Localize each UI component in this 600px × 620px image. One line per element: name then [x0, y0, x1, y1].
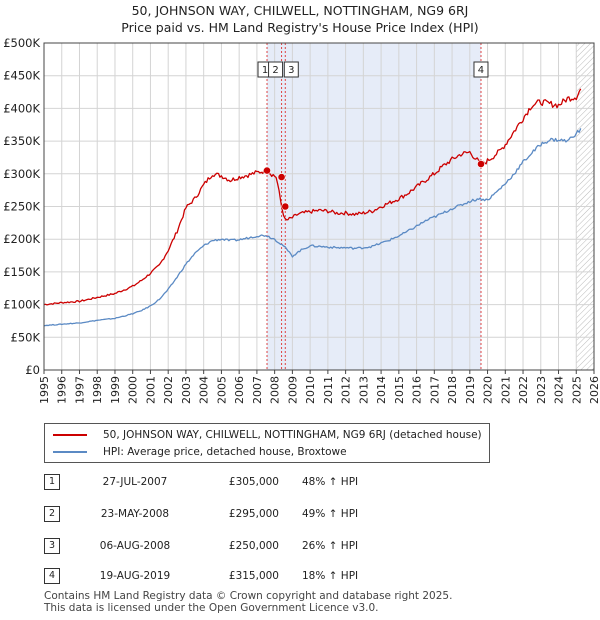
y-tick-label: £500K	[3, 36, 40, 50]
sale-row: 4 19-AUG-2019 £315,000 18% ↑ HPI	[44, 566, 464, 586]
x-tick-label: 2016	[411, 376, 424, 404]
sale-row: 3 06-AUG-2008 £250,000 26% ↑ HPI	[44, 536, 464, 556]
x-tick-label: 2014	[375, 376, 388, 404]
sale-marker-badge-label: 4	[478, 65, 484, 76]
footer-licence: This data is licensed under the Open Gov…	[44, 602, 379, 614]
x-tick-label: 2004	[198, 376, 211, 404]
y-tick-label: £450K	[3, 69, 40, 83]
x-tick-label: 2017	[428, 376, 441, 404]
x-tick-label: 2001	[144, 376, 157, 404]
sale-hpi-change: 49% ↑ HPI	[302, 508, 359, 520]
sale-point	[263, 166, 271, 175]
sale-point	[477, 160, 485, 168]
y-tick-label: £400K	[3, 101, 40, 115]
x-tick-label: 2010	[304, 376, 317, 404]
series-line-property	[43, 88, 582, 306]
sale-price: £295,000	[228, 508, 279, 520]
sale-point	[277, 173, 286, 181]
footer-copyright: Contains HM Land Registry data © Crown c…	[44, 590, 453, 602]
sale-price: £305,000	[228, 476, 279, 488]
x-tick-label: 1995	[38, 376, 51, 404]
legend-swatch-property	[53, 434, 87, 436]
x-tick-label: 2002	[162, 376, 175, 404]
x-tick-label: 1997	[73, 376, 86, 404]
sale-number-badge: 2	[44, 506, 60, 522]
plot-frame	[43, 42, 595, 371]
y-tick-label: £300K	[3, 167, 40, 181]
y-tick-label: £250K	[3, 200, 40, 214]
legend-label-property: 50, JOHNSON WAY, CHILWELL, NOTTINGHAM, N…	[103, 429, 482, 441]
sale-hpi-change: 18% ↑ HPI	[302, 570, 359, 582]
sale-marker-badge	[268, 61, 284, 78]
title-subtitle: Price paid vs. HM Land Registry's House …	[121, 20, 479, 35]
sale-number-badge: 4	[44, 568, 60, 584]
legend-swatch-hpi	[53, 451, 87, 453]
sale-marker-badge-label: 1	[262, 65, 268, 76]
chart-title: 50, JOHNSON WAY, CHILWELL, NOTTINGHAM, N…	[0, 2, 600, 36]
y-tick-label: £0	[25, 363, 40, 377]
series-layer	[43, 88, 582, 327]
sale-date: 27-JUL-2007	[102, 476, 168, 488]
sale-marker-badge-label: 3	[288, 65, 294, 76]
legend: 50, JOHNSON WAY, CHILWELL, NOTTINGHAM, N…	[44, 423, 490, 463]
sale-marker-badge	[283, 61, 299, 78]
sale-price: £315,000	[228, 570, 279, 582]
sale-marker-badge-label: 2	[272, 65, 278, 76]
x-tick-label: 2012	[340, 376, 353, 404]
x-tick-label: 2007	[251, 376, 264, 404]
y-tick-label: £50K	[11, 330, 41, 344]
x-tick-label: 2024	[553, 376, 566, 404]
x-tick-label: 2003	[180, 376, 193, 404]
sale-row: 2 23-MAY-2008 £295,000 49% ↑ HPI	[44, 504, 464, 524]
sale-number-badge: 3	[44, 538, 60, 554]
sale-point	[281, 202, 290, 211]
x-tick-label: 2009	[286, 376, 299, 404]
sale-hpi-change: 48% ↑ HPI	[302, 476, 359, 488]
legend-label-hpi: HPI: Average price, detached house, Brox…	[103, 446, 347, 458]
sale-row: 1 27-JUL-2007 £305,000 48% ↑ HPI	[44, 472, 464, 492]
x-tick-label: 2020	[482, 376, 495, 404]
x-tick-label: 2005	[215, 376, 228, 404]
x-tick-label: 2022	[517, 376, 530, 404]
y-tick-label: £200K	[3, 232, 40, 246]
sale-points-layer	[263, 160, 485, 211]
x-tick-label: 2006	[233, 376, 246, 404]
sale-date: 06-AUG-2008	[99, 540, 171, 552]
x-tick-label: 2019	[464, 376, 477, 404]
sale-date: 23-MAY-2008	[100, 508, 170, 520]
axes-layer: £0 £50K £100K £150K £200K £250K £300K £350K £400…	[3, 36, 600, 404]
footer-attribution: Contains HM Land Registry data © Crown c…	[44, 590, 452, 614]
legend-item-hpi: HPI: Average price, detached house, Brox…	[53, 444, 347, 460]
x-tick-label: 2011	[322, 376, 335, 404]
y-tick-label: £350K	[3, 134, 40, 148]
x-tick-label: 1996	[56, 376, 69, 404]
x-tick-label: 1999	[109, 376, 122, 404]
x-tick-label: 2026	[588, 376, 600, 404]
sale-number-badge: 1	[44, 474, 60, 490]
x-tick-label: 2021	[499, 376, 512, 404]
series-line-hpi	[43, 128, 582, 327]
sale-hpi-change: 26% ↑ HPI	[302, 540, 359, 552]
title-address: 50, JOHNSON WAY, CHILWELL, NOTTINGHAM, N…	[131, 3, 469, 18]
sale-date: 19-AUG-2019	[99, 570, 171, 582]
sale-price: £250,000	[228, 540, 279, 552]
x-tick-label: 2013	[357, 376, 370, 404]
y-tick-label: £150K	[3, 265, 40, 279]
sale-marker-badge	[473, 61, 489, 78]
x-tick-label: 2023	[535, 376, 548, 404]
x-tick-label: 2000	[127, 376, 140, 404]
x-tick-label: 2018	[446, 376, 459, 404]
y-tick-label: £100K	[3, 298, 40, 312]
x-tick-label: 1998	[91, 376, 104, 404]
x-tick-label: 2025	[570, 376, 583, 404]
x-tick-label: 2015	[393, 376, 406, 404]
x-tick-label: 2008	[269, 376, 282, 404]
legend-item-property: 50, JOHNSON WAY, CHILWELL, NOTTINGHAM, N…	[53, 427, 482, 443]
